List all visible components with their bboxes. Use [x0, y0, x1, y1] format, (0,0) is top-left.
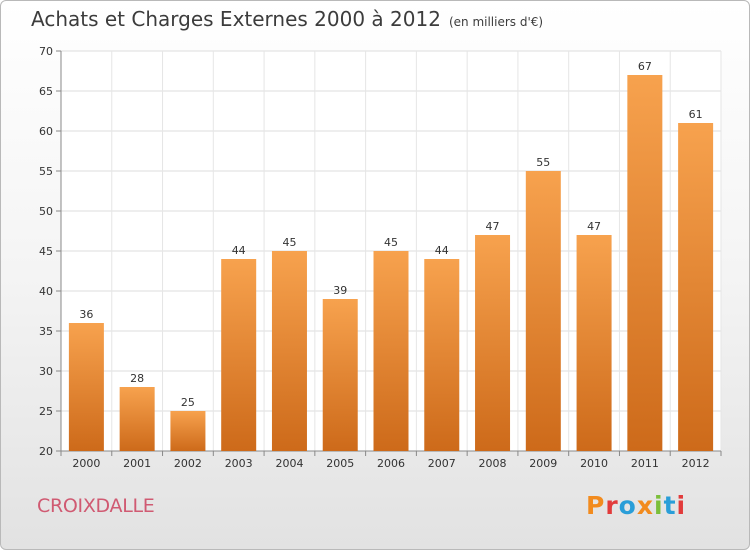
x-tick-label: 2003 — [225, 457, 253, 470]
y-tick-label: 25 — [39, 405, 53, 418]
x-tick-label: 2001 — [123, 457, 151, 470]
bar — [170, 411, 206, 451]
town-name: CROIXDALLE — [37, 495, 155, 517]
bars — [68, 75, 714, 451]
logo-letter: P — [586, 491, 606, 520]
bar — [271, 251, 307, 451]
y-tick-label: 65 — [39, 85, 53, 98]
logo-letter: x — [636, 491, 654, 520]
bar — [627, 75, 663, 451]
data-label: 45 — [282, 236, 296, 249]
x-tick-label: 2009 — [529, 457, 557, 470]
x-tick-label: 2008 — [479, 457, 507, 470]
y-tick-label: 50 — [39, 205, 53, 218]
y-tick-label: 55 — [39, 165, 53, 178]
labels: 20 25 30 35 40 45 50 55 60 65 70 36 2000 28 2001 25 2002… — [39, 45, 710, 470]
bar — [373, 251, 409, 451]
bar — [475, 235, 511, 451]
y-tick-label: 60 — [39, 125, 53, 138]
x-tick-label: 2000 — [72, 457, 100, 470]
x-tick-label: 2004 — [275, 457, 303, 470]
x-tick-label: 2010 — [580, 457, 608, 470]
data-label: 39 — [333, 284, 347, 297]
y-tick-label: 20 — [39, 445, 53, 458]
logo-letter: t — [663, 491, 677, 520]
data-label: 55 — [536, 156, 550, 169]
data-label: 61 — [689, 108, 703, 121]
data-label: 44 — [435, 244, 449, 257]
logo-letter: i — [676, 491, 687, 520]
data-label: 25 — [181, 396, 195, 409]
y-tick-label: 70 — [39, 45, 53, 58]
x-tick-label: 2006 — [377, 457, 405, 470]
bar — [424, 259, 460, 451]
data-label: 36 — [79, 308, 93, 321]
x-tick-label: 2011 — [631, 457, 659, 470]
y-tick-label: 45 — [39, 245, 53, 258]
bar — [322, 299, 358, 451]
data-label: 44 — [232, 244, 246, 257]
bar — [68, 323, 104, 451]
data-label: 47 — [587, 220, 601, 233]
x-tick-label: 2007 — [428, 457, 456, 470]
x-tick-label: 2005 — [326, 457, 354, 470]
data-label: 47 — [486, 220, 500, 233]
chart-subtitle: (en milliers d'€) — [448, 15, 544, 29]
data-label: 28 — [130, 372, 144, 385]
x-tick-label: 2012 — [682, 457, 710, 470]
bar — [576, 235, 612, 451]
chart-title: Achats et Charges Externes 2000 à 2012 (e… — [31, 7, 543, 31]
logo-letter: i — [654, 491, 664, 520]
y-tick-label: 30 — [39, 365, 53, 378]
bar — [119, 387, 155, 451]
bar — [678, 123, 714, 451]
proxiti-logo: Proxiti — [586, 491, 686, 520]
x-tick-label: 2002 — [174, 457, 202, 470]
logo-letter: o — [618, 491, 637, 520]
bar — [221, 259, 257, 451]
logo-letter: r — [605, 491, 619, 520]
y-tick-label: 40 — [39, 285, 53, 298]
data-label: 67 — [638, 60, 652, 73]
y-tick-label: 35 — [39, 325, 53, 338]
chart-title-text: Achats et Charges Externes 2000 à 2012 — [31, 7, 441, 31]
data-label: 45 — [384, 236, 398, 249]
bar — [525, 171, 561, 451]
